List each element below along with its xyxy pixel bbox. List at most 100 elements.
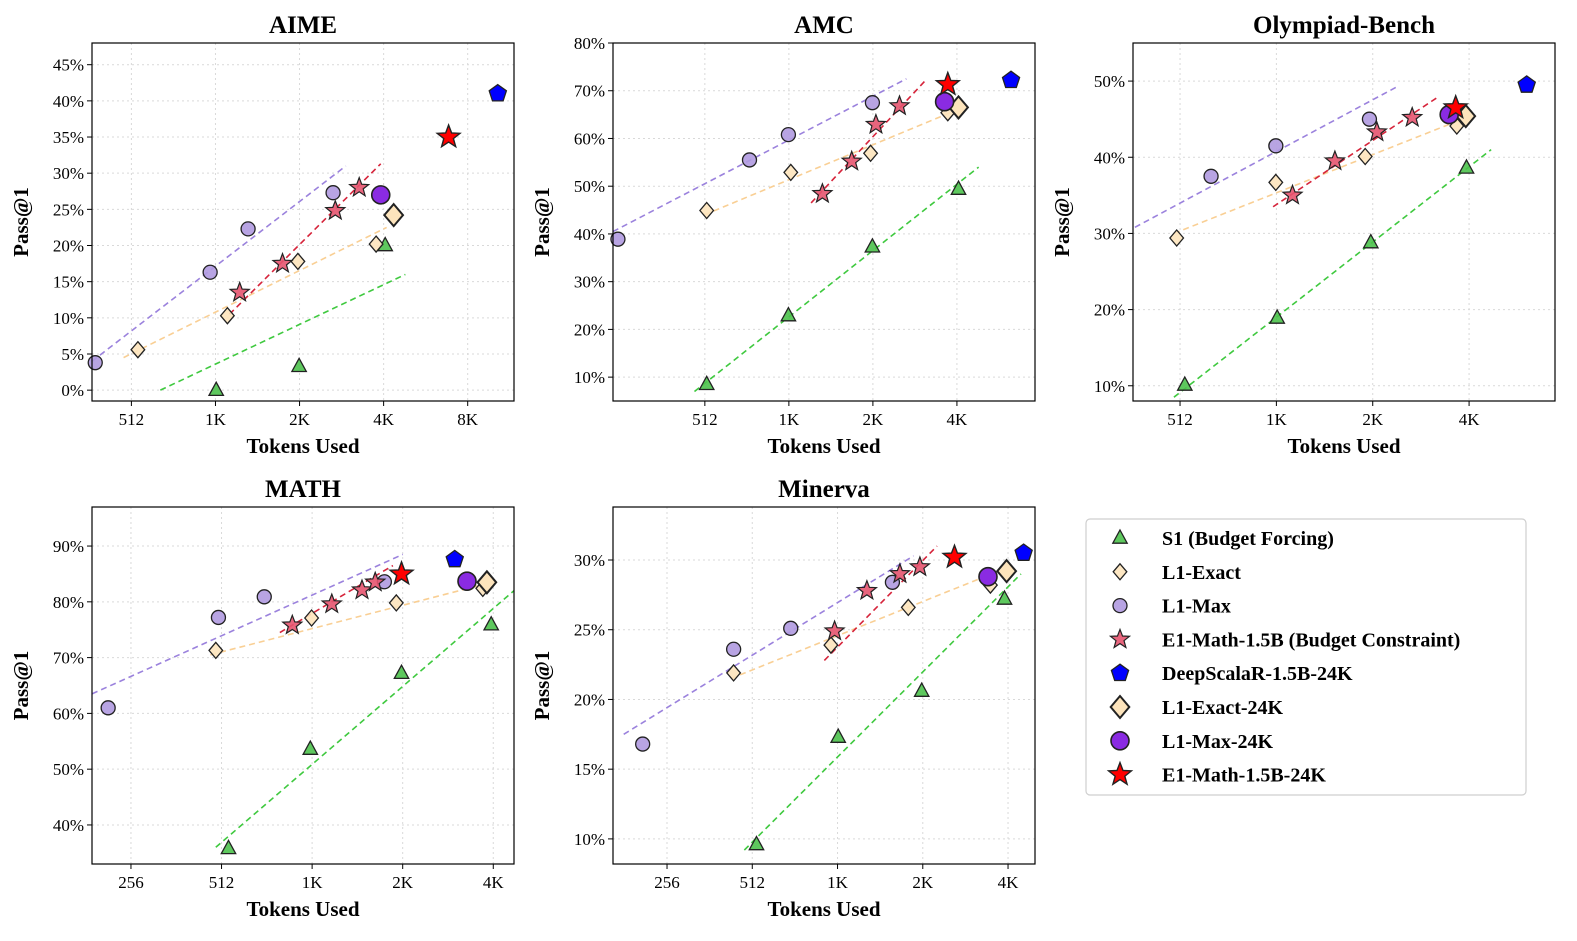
point-s1-budget-forcing [1268, 308, 1286, 324]
point-deepscalar-1-5b-24k [445, 549, 465, 568]
panel-math: 256 512 1K 2K 4K 40% 50% 60% 70% 80% 90% MATH Tokens… [9, 476, 515, 921]
y-axis-label: Pass@1 [9, 187, 33, 257]
point-l1-max [210, 609, 227, 626]
legend-frame [1085, 518, 1527, 796]
point-l1-exact [725, 663, 742, 682]
point-e1-math-1-5b-budget-constraint [888, 562, 912, 584]
point-deepscalar-1-5b-24k [1001, 70, 1021, 89]
y-tick-label: 10% [574, 830, 605, 849]
legend-marker [1111, 528, 1129, 544]
x-tick-label: 4K [998, 873, 1020, 892]
y-tick-label: 10% [1094, 377, 1125, 396]
y-tick-label: 30% [1094, 224, 1125, 243]
y-tick-label: 50% [1094, 72, 1125, 91]
x-tick-label: 512 [119, 410, 145, 429]
point-s1-budget-forcing [302, 739, 319, 755]
point-e1-math-1-5b-24k [1442, 93, 1470, 120]
y-axis-label: Pass@1 [530, 187, 554, 257]
x-tick-label: 256 [654, 873, 680, 892]
trend-line-l1-exact [123, 226, 388, 359]
x-axis-label: Tokens Used [1287, 434, 1400, 458]
point-l1-max [725, 641, 742, 657]
x-axis-label: Tokens Used [246, 897, 359, 921]
point-e1-math-1-5b-budget-constraint [271, 251, 294, 274]
point-e1-math-1-5b-budget-constraint [1401, 105, 1424, 128]
point-l1-exact [303, 608, 320, 628]
y-tick-label: 45% [53, 56, 84, 75]
legend-label: L1-Exact [1162, 562, 1241, 584]
y-tick-label: 20% [574, 690, 605, 709]
y-tick-label: 40% [53, 92, 84, 111]
y-tick-label: 30% [574, 551, 605, 570]
point-l1-max [864, 95, 881, 111]
point-e1-math-1-5b-budget-constraint [840, 149, 863, 171]
y-tick-label: 20% [1094, 301, 1125, 320]
point-l1-exact [290, 252, 306, 271]
trend-line-s1-budget-forcing [743, 573, 1022, 851]
point-deepscalar-1-5b-24k [1517, 75, 1537, 93]
y-tick-label: 10% [53, 309, 84, 328]
y-tick-label: 70% [574, 82, 605, 101]
x-tick-label: 4K [373, 410, 395, 429]
trend-line-l1-max [92, 165, 347, 362]
point-s1-budget-forcing [1362, 233, 1380, 249]
y-tick-label: 80% [574, 34, 605, 53]
point-e1-math-1-5b-budget-constraint [1323, 149, 1347, 171]
y-tick-label: 5% [61, 345, 84, 364]
trend-line-e1-math-1-5b-budget-constraint [279, 564, 394, 634]
y-tick-label: 60% [53, 704, 84, 723]
y-tick-label: 90% [53, 537, 84, 556]
point-l1-exact [368, 235, 384, 254]
point-s1-budget-forcing [913, 681, 930, 697]
point-s1-budget-forcing [290, 356, 308, 373]
x-axis-label: Tokens Used [246, 434, 359, 458]
panel-amc: 512 1K 2K 4K 10% 20% 30% 40% 50% 60% 70% 80% AMC Toke… [530, 12, 1036, 458]
x-tick-label: 1K [827, 873, 849, 892]
point-l1-max-24k [457, 571, 477, 591]
grid [92, 507, 514, 864]
trend-line-e1-math-1-5b-budget-constraint [228, 163, 382, 315]
trend-line-s1-budget-forcing [215, 590, 514, 848]
x-tick-label: 1K [1266, 410, 1288, 429]
point-e1-math-1-5b-budget-constraint [811, 182, 834, 204]
point-l1-max [780, 126, 797, 143]
y-tick-label: 70% [53, 649, 84, 668]
point-e1-math-1-5b-budget-constraint [348, 175, 371, 198]
point-e1-math-1-5b-budget-constraint [855, 579, 879, 601]
y-axis-label: Pass@1 [1050, 187, 1074, 257]
x-tick-label: 512 [1167, 410, 1193, 429]
legend-item-s1-budget-forcing: S1 (Budget Forcing) [1111, 528, 1334, 550]
plot-area [92, 163, 406, 391]
axes-frame [91, 506, 515, 865]
x-tick-label: 512 [740, 873, 766, 892]
point-s1-budget-forcing [864, 237, 881, 253]
y-tick-label: 35% [53, 128, 84, 147]
y-tick-label: 30% [574, 273, 605, 292]
x-axis-label: Tokens Used [767, 434, 880, 458]
x-tick-label: 2K [863, 410, 885, 429]
axes-frame [91, 42, 515, 402]
point-s1-budget-forcing [780, 306, 797, 322]
legend-item-l1-max-24k: L1-Max-24K [1110, 730, 1274, 753]
x-tick-label: 4K [947, 410, 969, 429]
y-tick-label: 0% [61, 381, 84, 400]
legend-item-l1-exact: L1-Exact [1112, 562, 1241, 584]
point-s1-budget-forcing [829, 727, 847, 743]
point-l1-exact [862, 144, 879, 163]
x-tick-label: 2K [289, 410, 311, 429]
x-tick-label: 256 [118, 873, 144, 892]
point-e1-math-1-5b-24k [388, 559, 415, 586]
point-e1-math-1-5b-budget-constraint [908, 555, 932, 577]
point-e1-math-1-5b-budget-constraint [1281, 183, 1304, 205]
trend-line-e1-math-1-5b-budget-constraint [1272, 95, 1440, 208]
point-e1-math-1-5b-budget-constraint [823, 619, 846, 641]
panel-aime: 512 1K 2K 4K 8K 0% 5% 10% 15% 20% 25% 30% 35% 40% 45% A… [9, 12, 515, 458]
point-deepscalar-1-5b-24k [488, 83, 508, 102]
x-tick-label: 4K [483, 873, 505, 892]
point-l1-max [635, 736, 651, 752]
grid [613, 507, 1035, 864]
panel-olympiad-bench: 512 1K 2K 4K 10% 20% 30% 40% 50% Olympiad-Bench To… [1050, 12, 1556, 458]
legend-item-l1-max: L1-Max [1112, 596, 1231, 618]
legend-label: E1-Math-1.5B (Budget Constraint) [1162, 629, 1460, 651]
legend-marker [1110, 730, 1130, 751]
